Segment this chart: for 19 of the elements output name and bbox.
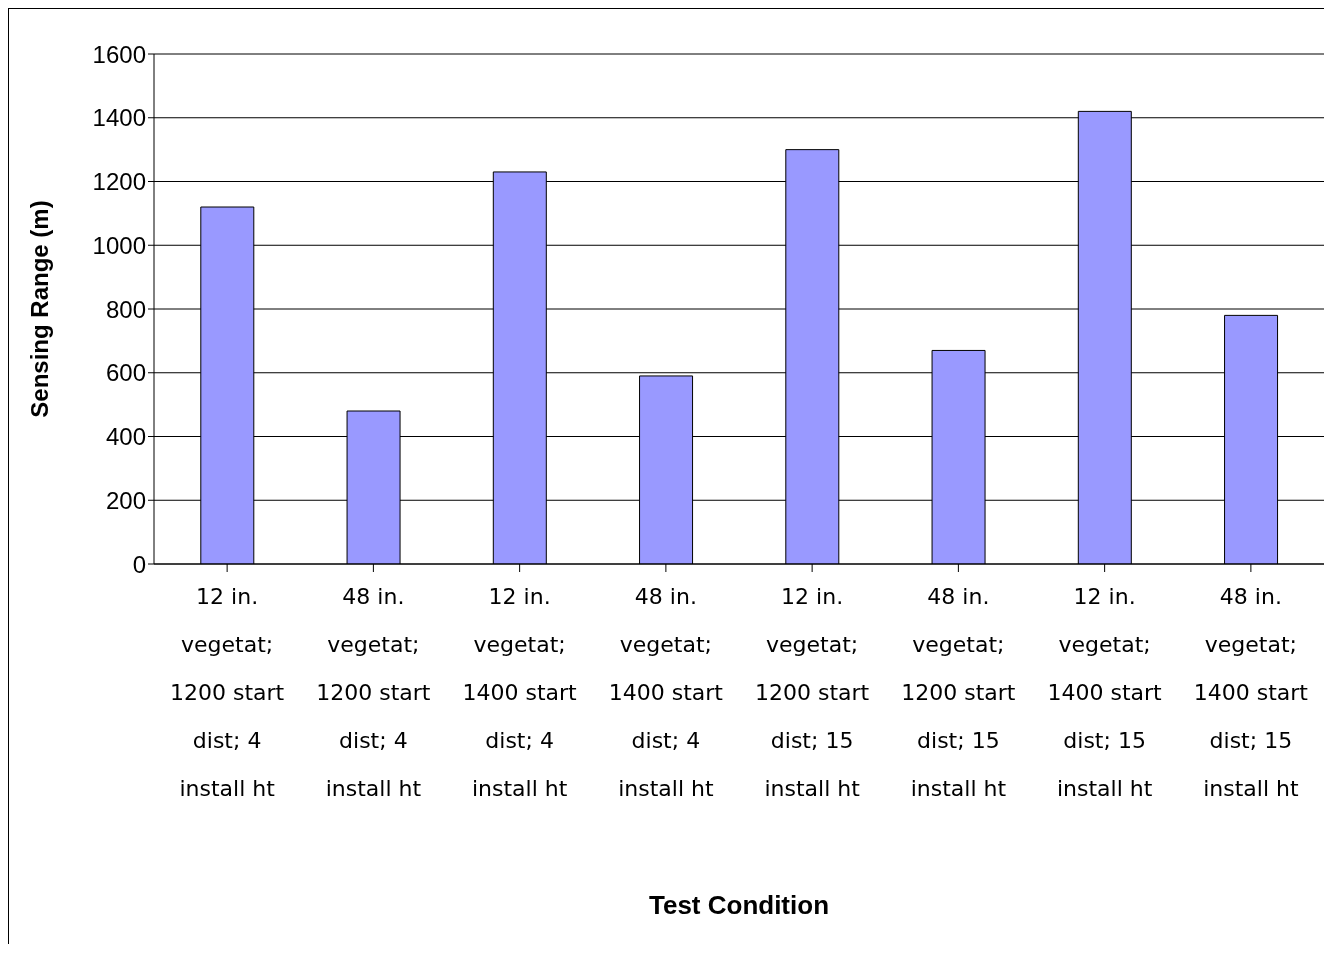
y-tick-label: 800	[105, 295, 146, 323]
y-tick-label: 1000	[92, 231, 146, 259]
x-tick-label: 12 in. vegetat; 1200 start dist; 4 install ht	[170, 584, 285, 801]
x-tick-label: 48 in. vegetat; 1200 start dist; 4 install ht	[316, 584, 431, 801]
y-tick-label: 0	[132, 550, 146, 578]
x-tick-label: 12 in. vegetat; 1200 start dist; 15 install ht	[755, 584, 870, 801]
x-tick-label: 48 in. vegetat; 1200 start dist; 15 install ht	[901, 584, 1016, 801]
y-axis-title: Sensing Range (m)	[25, 200, 53, 418]
y-tick-label: 400	[105, 423, 146, 451]
x-tick-label: 48 in. vegetat; 1400 start dist; 15 install ht	[1193, 584, 1309, 801]
y-tick-label: 200	[105, 486, 146, 514]
x-tick-label: 12 in. vegetat; 1400 start dist; 15 install ht	[1047, 584, 1163, 801]
y-tick-label: 1200	[92, 168, 146, 196]
x-tick-label: 12 in. vegetat; 1400 start dist; 4 install ht	[462, 584, 578, 801]
x-axis-title: Test Condition	[648, 890, 830, 920]
y-tick-label: 1400	[92, 104, 146, 132]
y-tick-label: 600	[105, 359, 146, 387]
x-tick-label: 48 in. vegetat; 1400 start dist; 4 install ht	[608, 584, 724, 801]
y-tick-label: 1600	[92, 40, 146, 68]
